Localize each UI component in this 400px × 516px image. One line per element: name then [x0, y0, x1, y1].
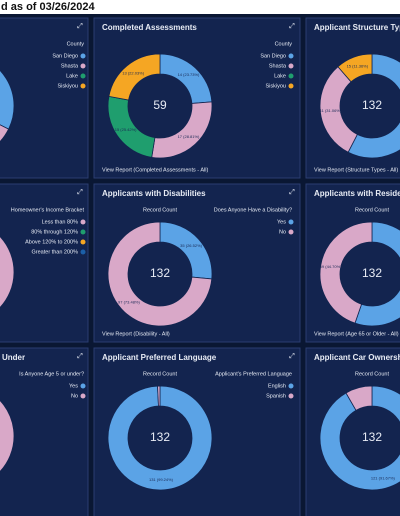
legend-label: Yes [69, 383, 78, 389]
value-label: 41 (31.06%) [319, 108, 341, 113]
legend-swatch [288, 219, 294, 225]
legend-swatch [288, 83, 294, 89]
legend-title: Applicant's Preferred Language [215, 371, 292, 377]
value-label: 121 (91.67%) [371, 476, 396, 481]
legend-swatch [80, 219, 86, 225]
donut-total: 132 [362, 98, 382, 112]
legend-label: Shasta [61, 63, 79, 69]
legend-title: County [67, 41, 85, 47]
legend-title: Is Anyone Age 5 or under? [19, 371, 84, 377]
legend-swatch [288, 73, 294, 79]
legend-swatch [288, 229, 294, 235]
value-label: 13 (22.03%) [122, 71, 144, 76]
expand-icon[interactable]: ⤢ [289, 189, 295, 196]
legend-swatch [80, 393, 86, 399]
card-title: Under [2, 353, 25, 362]
card [0, 183, 89, 343]
value-label: 15 (11.36%) [347, 64, 369, 69]
legend-label: Yes [277, 219, 286, 225]
value-label: 97 (73.48%) [118, 299, 140, 304]
expand-icon[interactable]: ⤢ [289, 353, 295, 360]
donut-segment [337, 53, 373, 83]
measure-label: Record Count [143, 371, 177, 377]
legend-title: Does Anyone Have a Disability? [214, 207, 292, 213]
view-report-link[interactable]: View Report (Disability - All) [102, 331, 170, 337]
card-title: Applicant Preferred Language [102, 353, 217, 362]
expand-icon[interactable]: ⤢ [77, 23, 83, 30]
legend-swatch [288, 393, 294, 399]
header-bar [0, 0, 400, 14]
expand-icon[interactable]: ⤢ [77, 353, 83, 360]
legend-swatch [80, 83, 86, 89]
donut-total: 132 [362, 430, 382, 444]
donut-segment [319, 221, 373, 324]
measure-label: Record Count [355, 371, 389, 377]
card [0, 17, 89, 179]
donut-segment [354, 221, 400, 327]
legend-swatch [80, 249, 86, 255]
legend-title: Homeowner's Income Bracket [11, 207, 85, 213]
card-title: Completed Assessments [102, 23, 197, 32]
legend-label: Above 120% to 200% [25, 239, 78, 245]
legend-label: No [71, 393, 78, 399]
donut-total: 132 [362, 266, 382, 280]
expand-icon[interactable]: ⤢ [289, 23, 295, 30]
legend-swatch [288, 383, 294, 389]
legend-swatch [80, 53, 86, 59]
value-label: 131 (99.24%) [149, 477, 174, 482]
legend-label: No [279, 229, 286, 235]
card-title: Applicants with Disabilities [102, 189, 206, 198]
value-label: 59 (44.70%) [320, 264, 342, 269]
legend-swatch [80, 229, 86, 235]
card [0, 347, 89, 516]
value-label: 14 (23.73%) [178, 72, 200, 77]
card-title: Applicants with Residents Age [314, 189, 400, 198]
donut-total: 132 [150, 266, 170, 280]
measure-label: Record Count [355, 207, 389, 213]
legend-swatch [80, 63, 86, 69]
legend-swatch [288, 63, 294, 69]
donut-segment [319, 385, 400, 491]
legend-label: Lake [274, 73, 286, 79]
donut-total: 132 [150, 430, 170, 444]
measure-label: Record Count [143, 207, 177, 213]
view-report-link[interactable]: View Report (Structure Types - All) [314, 167, 398, 173]
donut-segment [347, 53, 400, 159]
donut-segment [0, 235, 15, 308]
value-label: 17 (28.81%) [178, 134, 200, 139]
legend-swatch [80, 239, 86, 245]
legend-swatch [80, 73, 86, 79]
value-label: 15 (25.42%) [115, 127, 137, 132]
view-report-link[interactable]: View Report (Age 65 or Older - All) [314, 331, 399, 337]
legend-label: Less than 80% [42, 219, 78, 225]
legend-label: Siskiyou [266, 83, 286, 89]
donut-segment [108, 53, 161, 101]
legend-label: Spanish [266, 393, 286, 399]
legend-label: English [268, 383, 286, 389]
value-label: 35 (26.52%) [180, 243, 202, 248]
expand-icon[interactable]: ⤢ [77, 189, 83, 196]
donut-segment [157, 385, 161, 407]
donut-total: 59 [153, 98, 167, 112]
legend-label: San Diego [260, 53, 286, 59]
legend-label: Shasta [269, 63, 287, 69]
legend-swatch [288, 53, 294, 59]
legend-label: Lake [66, 73, 78, 79]
card-title: Applicant Car Ownership [314, 353, 400, 362]
legend-label: 80% through 120% [31, 229, 78, 235]
legend-label: Greater than 200% [32, 249, 79, 255]
legend-swatch [80, 383, 86, 389]
donut-segment [107, 221, 213, 327]
header-title: d as of 03/26/2024 [1, 1, 95, 13]
legend-title: County [275, 41, 293, 47]
donut-segment [0, 399, 15, 472]
donut-segment [345, 385, 373, 411]
view-report-link[interactable]: View Report (Completed Assessments - All… [102, 167, 208, 173]
legend-label: San Diego [52, 53, 78, 59]
donut-segment [0, 124, 10, 142]
legend-label: Siskiyou [58, 83, 78, 89]
donut-segment [107, 385, 213, 491]
card-title: Applicant Structure Types [314, 23, 400, 32]
